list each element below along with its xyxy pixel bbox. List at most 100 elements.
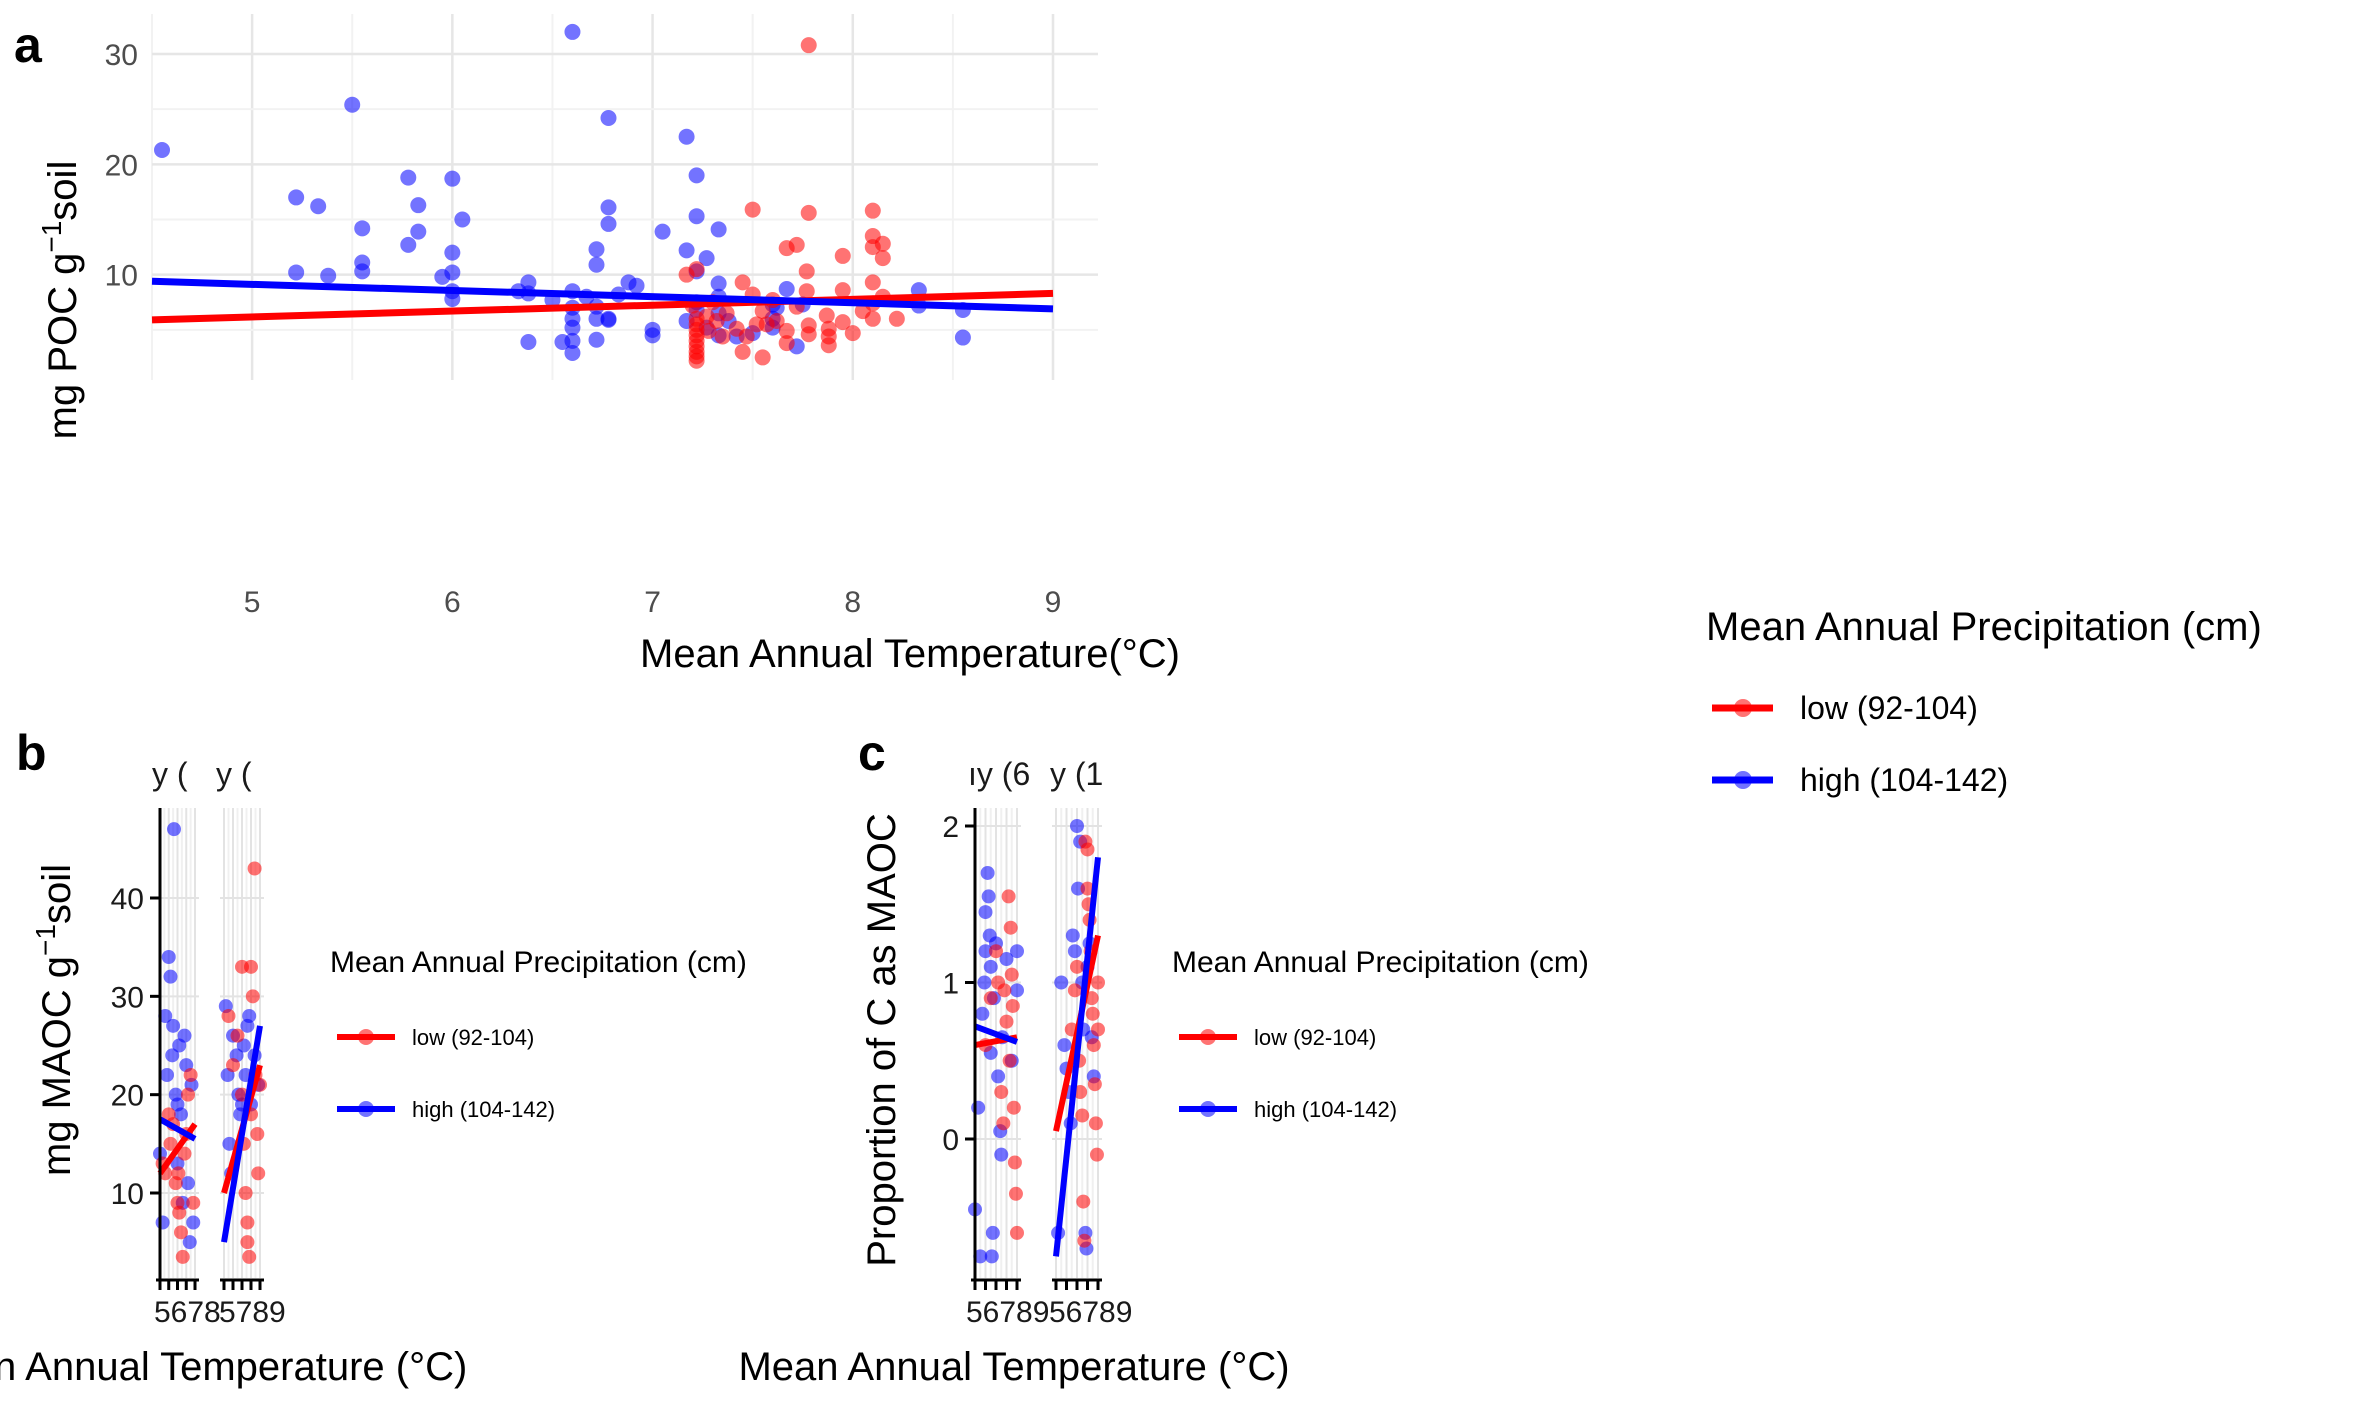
b-facet0-low-point-6	[172, 1205, 187, 1220]
panel-b-fit-lines	[157, 1025, 263, 1243]
legend-b-high-label: high (104-142)	[412, 1097, 555, 1122]
panel-a-low-point-47	[834, 314, 851, 331]
b-facet0-low-point-12	[183, 1068, 198, 1082]
panel-a-high-point-78	[954, 329, 971, 346]
panel-a-low-points	[678, 37, 905, 369]
panel-a-high-point-14	[444, 170, 461, 187]
panel-a-high-point-21	[520, 274, 537, 291]
panel-a-high-point-18	[444, 290, 461, 307]
panel-a-high-point-60	[710, 221, 727, 238]
panel-a-low-point-31	[778, 322, 795, 339]
panel-a-low-point-44	[820, 328, 837, 345]
c-facet0-low-point-11	[1006, 1100, 1021, 1115]
panel-a-high-point-0	[154, 141, 171, 158]
panel-a-high-point-43	[600, 311, 617, 328]
c-facet0-low-point-12	[1007, 1155, 1022, 1170]
panel-a-high-point-58	[698, 250, 715, 267]
panel-a-low-point-50	[864, 202, 881, 219]
b-facet0-high-point-8	[167, 822, 181, 837]
c-facet1-high-point-8	[1070, 819, 1084, 833]
panel-a-high-point-10	[400, 236, 417, 253]
b-facet0-high-point-6	[165, 1048, 180, 1063]
b-y-tick-label-3: 40	[111, 883, 144, 916]
panel-letter-a: a	[14, 17, 43, 73]
c-facet0-low-point-14	[1010, 1225, 1024, 1240]
panel-b-points	[153, 822, 267, 1264]
c-facet0-low-point-7	[1001, 889, 1016, 904]
panel-a-x-tick-label-1: 6	[444, 586, 461, 619]
panel-a-low-point-29	[768, 313, 785, 330]
panel-a-low-point-36	[798, 283, 815, 300]
c-facet1-high-fit-line	[1053, 856, 1101, 1257]
b-facet0-high-point-15	[177, 1028, 192, 1043]
b-facet0-high-fit-line	[158, 1116, 197, 1142]
panel-b-y-axis-title-main: mg MAOC g	[35, 956, 79, 1176]
c-facet1-low-point-2	[1070, 959, 1084, 974]
legend-main-high-label: high (104-142)	[1800, 762, 2008, 798]
panel-c-y-axis-title: Proportion of C as MAOC	[860, 813, 904, 1267]
panel-a-low-point-17	[718, 305, 735, 322]
legend-c-low-label: low (92-104)	[1254, 1025, 1376, 1050]
c-facet0-high-point-8	[981, 889, 996, 904]
panel-a-low-point-48	[844, 325, 861, 342]
panel-b-y-axis-title: mg MAOC g−1soil	[30, 864, 80, 1176]
c-facet0-high-point-16	[991, 1069, 1006, 1084]
legend-b-high-swatch-point	[358, 1101, 374, 1117]
panel-c-fit-lines	[973, 856, 1101, 1257]
panel-a-low-point-33	[788, 236, 805, 253]
panel-a-low-point-53	[864, 274, 881, 291]
panel-b-facet-label-left: y (	[152, 756, 188, 792]
b-facet1-high-point-2	[222, 1136, 237, 1151]
panel-a-high-point-4	[320, 267, 337, 284]
b-facet1-low-point-6	[238, 1186, 253, 1200]
panel-a-low-point-57	[874, 250, 891, 267]
b-y-tick-label-1: 20	[111, 1080, 144, 1113]
b-facet1-low-point-12	[245, 989, 260, 1004]
b-facet0-high-point-5	[163, 969, 178, 984]
panel-a-high-point-19	[454, 211, 471, 228]
panel-a-y-axis-title-sup: −1	[36, 221, 67, 253]
panel-a-high-point-34	[588, 241, 605, 258]
b-facet0-high-point-17	[181, 1176, 195, 1191]
b-facet1-low-point-13	[247, 861, 262, 876]
b-facet1-low-point-9	[242, 1249, 257, 1264]
c-facet1-high-point-2	[1057, 1038, 1072, 1053]
panel-a-low-point-32	[778, 335, 795, 352]
b-facet1-low-point-0	[221, 1009, 236, 1023]
c-facet0-high-point-5	[978, 905, 993, 920]
c-facet1-low-point-18	[1088, 1116, 1103, 1131]
c-facet0-high-point-2	[973, 1249, 988, 1264]
panel-a-x-tick-labels: 5 6 7 8 9	[244, 586, 1062, 619]
panel-a-high-point-30	[564, 319, 581, 336]
b-facet0-low-point-2	[163, 1136, 178, 1151]
panel-c-x-axis-title: Mean Annual Temperature (°C)	[738, 1345, 1289, 1389]
c-facet0-low-point-5	[996, 1116, 1011, 1131]
panel-a-high-fit-line	[151, 277, 1054, 313]
panel-c-y-tick-labels: 0 1 2	[942, 811, 959, 1157]
panel-a-high-point-15	[444, 244, 461, 261]
b-facet0-low-point-8	[175, 1249, 190, 1264]
b-facet0-high-point-18	[182, 1235, 197, 1250]
c-facet0-high-point-4	[977, 975, 992, 990]
panel-a-high-point-53	[688, 167, 705, 184]
panel-b-x-axis-title: n Annual Temperature (°C)	[0, 1345, 467, 1389]
panel-c-chart: ıy (6 y (1 0 1 2 56789 56789 Mean Annual T…	[738, 756, 1289, 1389]
c-facet0-low-point-2	[989, 944, 1003, 959]
c-facet1-low-point-6	[1076, 1194, 1091, 1209]
panel-a-high-point-6	[354, 220, 371, 237]
panel-a-low-point-38	[800, 37, 817, 54]
panel-a-low-point-45	[834, 247, 851, 264]
panel-a-high-point-39	[600, 109, 617, 126]
c-facet1-low-point-15	[1085, 1006, 1100, 1021]
c-facet1-low-point-19	[1089, 1147, 1104, 1162]
b-facet0-low-point-9	[177, 1146, 192, 1161]
panel-a-y-axis-title-tail: soil	[41, 161, 85, 221]
panel-a-high-point-5	[344, 96, 361, 113]
panel-a-high-point-26	[564, 23, 581, 40]
panel-a-low-point-16	[714, 328, 731, 345]
panel-a-high-point-12	[410, 223, 427, 240]
panel-a-low-point-26	[754, 349, 771, 366]
c-y-tick-label-0: 0	[942, 1124, 959, 1157]
c-facet0-high-point-20	[999, 952, 1014, 967]
panel-a-high-point-16	[444, 264, 461, 281]
